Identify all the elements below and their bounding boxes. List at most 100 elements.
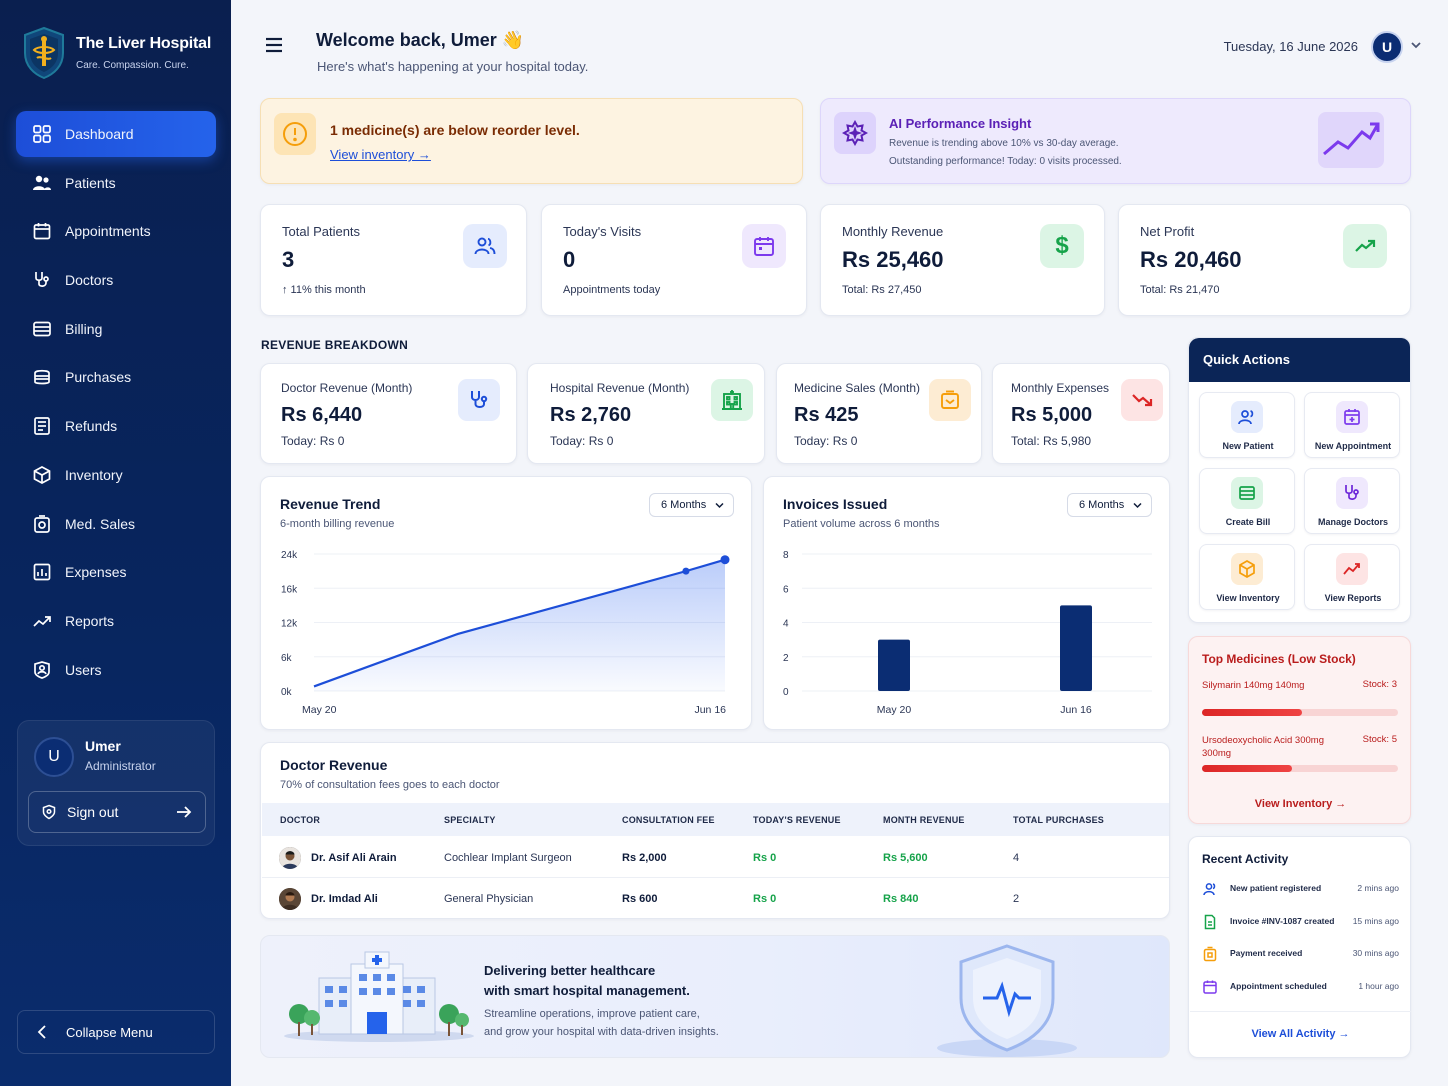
sidebar-item-label: Appointments [65,223,151,240]
sidebar-item-billing[interactable]: Billing [16,306,216,352]
stat-card-net-profit[interactable]: Net Profit Rs 20,460 Total: Rs 21,470 [1118,204,1411,316]
sidebar-item-patients[interactable]: Patients [16,160,216,206]
period-dropdown[interactable]: 6 Months [649,493,734,517]
card-value: Rs 425 [794,404,859,426]
action-label: Create Bill [1225,517,1271,527]
profile-avatar[interactable]: U [1371,31,1403,63]
action-label: View Reports [1324,593,1382,603]
sidebar-item-reports[interactable]: Reports [16,598,216,644]
activity-time: 30 mins ago [1352,948,1399,958]
expenses-icon [33,563,51,581]
y-tick-label: 4 [783,619,789,630]
stat-value: Rs 20,460 [1140,247,1242,272]
alert-title: 1 medicine(s) are below reorder level. [330,122,580,138]
todays-revenue: Rs 0 [753,852,777,864]
hamburger-menu-icon[interactable] [265,37,283,53]
activity-item[interactable]: New patient registered 2 mins ago [1202,879,1399,899]
dollar-icon: $ [1040,224,1084,268]
user-name: Umer [85,738,121,754]
sidebar-item-inventory[interactable]: Inventory [16,452,216,498]
sign-out-label: Sign out [67,804,119,820]
view-inventory-link[interactable]: View Inventory → [1254,798,1347,810]
view-reports-button[interactable]: View Reports [1304,544,1400,610]
sign-out-button[interactable]: Sign out [28,791,206,833]
sidebar-item-doctors[interactable]: Doctors [16,257,216,303]
collapse-menu-button[interactable]: Collapse Menu [17,1010,215,1054]
series-line [313,558,726,688]
monthly-expenses-card[interactable]: Monthly Expenses Rs 5,000 Total: Rs 5,98… [992,363,1170,464]
chevron-down-icon[interactable] [1410,40,1422,50]
x-tick-label: Jun 16 [694,704,726,716]
stat-card-total-patients[interactable]: Total Patients 3 ↑ 11% this month [260,204,527,316]
low-stock-title: Top Medicines (Low Stock) [1202,652,1356,666]
insight-line-1: Revenue is trending above 10% vs 30-day … [889,138,1119,149]
view-inventory-link[interactable]: View inventory → [330,147,431,162]
sidebar-item-purchases[interactable]: Purchases [16,354,216,400]
activity-item[interactable]: Appointment scheduled 1 hour ago [1202,977,1399,997]
sidebar-item-expenses[interactable]: Expenses [16,549,216,595]
stat-card-todays-visits[interactable]: Today's Visits 0 Appointments today [541,204,807,316]
doctor-name: Dr. Imdad Ali [311,893,378,905]
view-all-activity-link[interactable]: View All Activity → [1251,1028,1350,1040]
sidebar-item-label: Billing [65,320,103,337]
y-tick-label: 0 [783,687,789,698]
sidebar-item-refunds[interactable]: Refunds [16,403,216,449]
activity-time: 15 mins ago [1352,916,1399,926]
revenue-breakdown-title: REVENUE BREAKDOWN [261,338,409,352]
sidebar-item-med-sales[interactable]: Med. Sales [16,501,216,547]
insight-line-2: Outstanding performance! Today: 0 visits… [889,156,1122,167]
card-label: Monthly Expenses [1011,381,1110,395]
month-revenue: Rs 840 [883,893,919,905]
medicine-sales-card[interactable]: Medicine Sales (Month) Rs 425 Today: Rs … [776,363,982,464]
banner-text-line-1: Streamline operations, improve patient c… [484,1008,700,1020]
new-appointment-button[interactable]: New Appointment [1304,392,1400,458]
payment-icon [1203,946,1217,962]
stat-card-monthly-revenue[interactable]: Monthly Revenue Rs 25,460 Total: Rs 27,4… [820,204,1105,316]
doctor-revenue-card[interactable]: Doctor Revenue (Month) Rs 6,440 Today: R… [260,363,517,464]
user-role: Administrator [85,759,156,773]
stat-sub: Total: Rs 21,470 [1140,284,1220,296]
view-inventory-button[interactable]: View Inventory [1199,544,1295,610]
card-sub: Today: Rs 0 [794,434,858,448]
sidebar-nav: Dashboard Patients Appointments Doctors … [16,111,216,695]
x-tick-label: May 20 [877,704,912,716]
table-header: DOCTOR SPECIALTY CONSULTATION FEE TODAY'… [262,803,1169,836]
x-tick-label: Jun 16 [1060,704,1092,716]
stat-label: Net Profit [1140,224,1195,239]
stock-level-bar [1202,765,1398,772]
table-row[interactable]: Dr. Imdad Ali General Physician Rs 600 R… [262,879,1169,918]
trend-up-illustration-icon [1318,112,1384,168]
column-header: TOTAL PURCHASES [1013,815,1105,825]
bar [878,639,910,691]
sidebar-item-appointments[interactable]: Appointments [16,208,216,254]
stat-sub: Total: Rs 27,450 [842,284,922,296]
brand[interactable]: The Liver Hospital Care. Compassion. Cur… [22,26,211,80]
recent-activity-panel: Recent Activity New patient registered 2… [1188,836,1411,1058]
ai-insight-card: AI Performance Insight Revenue is trendi… [820,98,1411,184]
dashboard-icon [33,125,51,143]
quick-actions-panel: Quick Actions New Patient New Appointmen… [1188,337,1411,623]
period-dropdown[interactable]: 6 Months [1067,493,1152,517]
manage-doctors-button[interactable]: Manage Doctors [1304,468,1400,534]
doctor-avatar [279,888,301,910]
stat-sub: ↑ 11% this month [282,284,366,296]
card-sub: Total: Rs 5,980 [1011,434,1092,448]
activity-item[interactable]: Payment received 30 mins ago [1202,944,1399,964]
medicine-box-icon [929,379,971,421]
page-title: Welcome back, Umer 👋 [316,30,525,50]
hospital-revenue-card[interactable]: Hospital Revenue (Month) Rs 2,760 Today:… [527,363,765,464]
create-bill-button[interactable]: Create Bill [1199,468,1295,534]
sidebar-item-dashboard[interactable]: Dashboard [16,111,216,157]
activity-text: Payment received [1230,948,1303,958]
column-header: SPECIALTY [444,815,496,825]
sidebar-item-label: Users [65,661,102,678]
table-row[interactable]: Dr. Asif Ali Arain Cochlear Implant Surg… [262,838,1169,878]
quick-actions-title: Quick Actions [1189,338,1410,382]
sidebar-item-users[interactable]: Users [16,647,216,693]
total-purchases: 2 [1013,893,1020,905]
column-header: MONTH REVENUE [883,815,965,825]
data-point [720,555,730,565]
new-patient-button[interactable]: New Patient [1199,392,1295,458]
activity-item[interactable]: Invoice #INV-1087 created 15 mins ago [1202,912,1399,932]
stat-sub: Appointments today [563,284,661,296]
